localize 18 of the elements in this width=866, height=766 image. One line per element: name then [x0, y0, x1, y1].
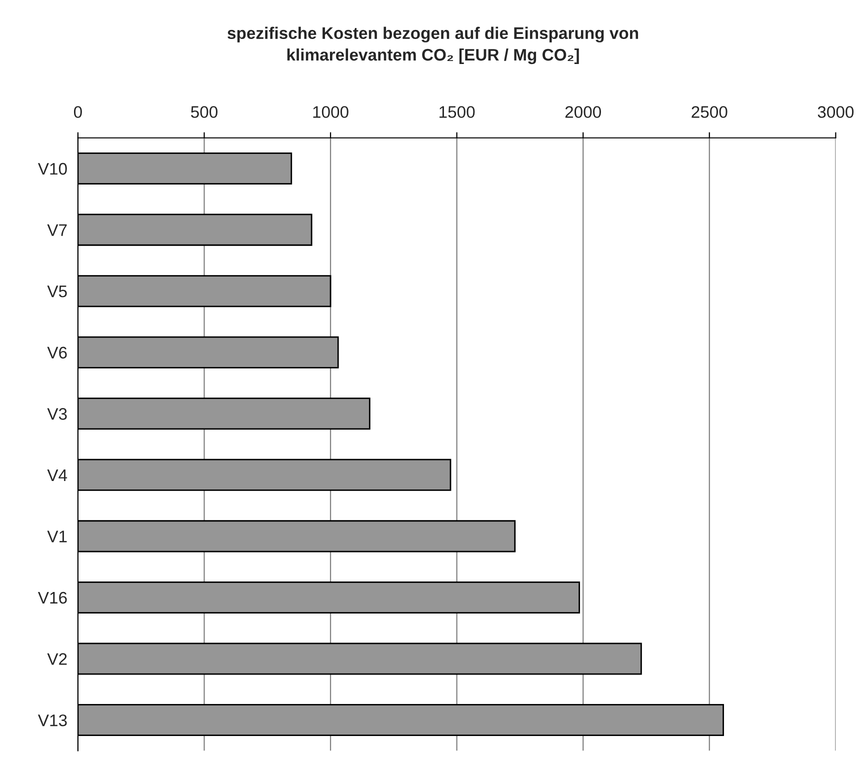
x-tick-label: 1000 — [313, 106, 348, 118]
x-tick-label: 2000 — [565, 106, 601, 118]
y-tick-label: V7 — [47, 224, 67, 236]
y-tick-label: V2 — [47, 653, 67, 665]
x-tick-label: 1500 — [440, 106, 475, 118]
x-tick-label: 2500 — [692, 106, 728, 118]
x-tick-label: 3000 — [818, 106, 854, 118]
x-tick-label: 0 — [74, 106, 82, 118]
y-tick-label: V16 — [38, 592, 67, 604]
y-tick-label: V4 — [47, 469, 68, 481]
y-tick-label: V3 — [47, 408, 67, 420]
y-tick-label: V13 — [38, 714, 67, 726]
y-tick-label: V5 — [47, 286, 67, 298]
y-tick-label: V6 — [47, 346, 67, 359]
chart-title: spezifische Kosten bezogen auf die Einsparung von klimarelevantem CO₂ [EUR / Mg CO₂] — [228, 26, 638, 64]
y-tick-label: V10 — [38, 162, 67, 175]
y-tick-label: V1 — [47, 530, 67, 542]
x-tick-label: 500 — [190, 106, 218, 118]
